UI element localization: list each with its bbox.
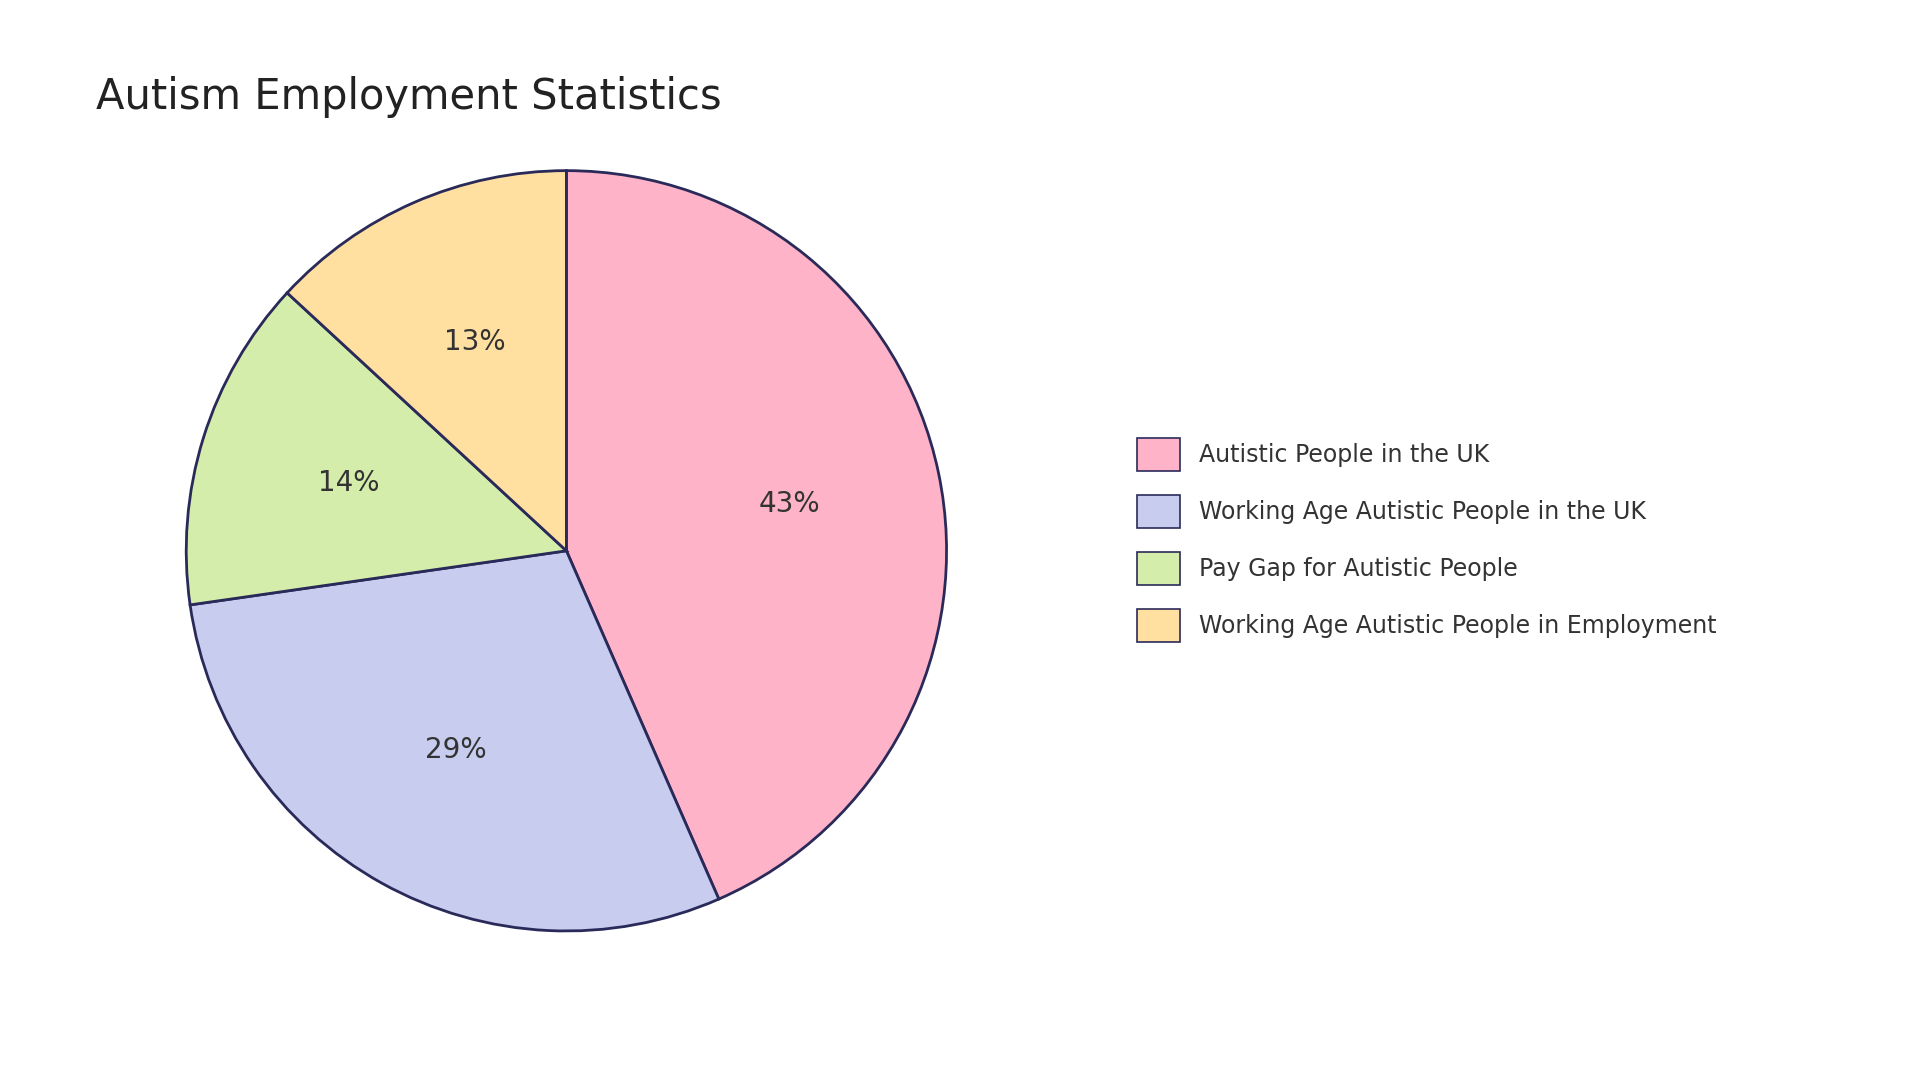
Wedge shape [566, 171, 947, 899]
Wedge shape [186, 293, 566, 605]
Legend: Autistic People in the UK, Working Age Autistic People in the UK, Pay Gap for Au: Autistic People in the UK, Working Age A… [1125, 426, 1728, 654]
Text: 43%: 43% [758, 490, 820, 518]
Text: 13%: 13% [444, 328, 505, 355]
Text: 14%: 14% [319, 469, 380, 497]
Text: 29%: 29% [424, 737, 486, 765]
Wedge shape [288, 171, 566, 551]
Text: Autism Employment Statistics: Autism Employment Statistics [96, 76, 722, 118]
Wedge shape [190, 551, 718, 931]
